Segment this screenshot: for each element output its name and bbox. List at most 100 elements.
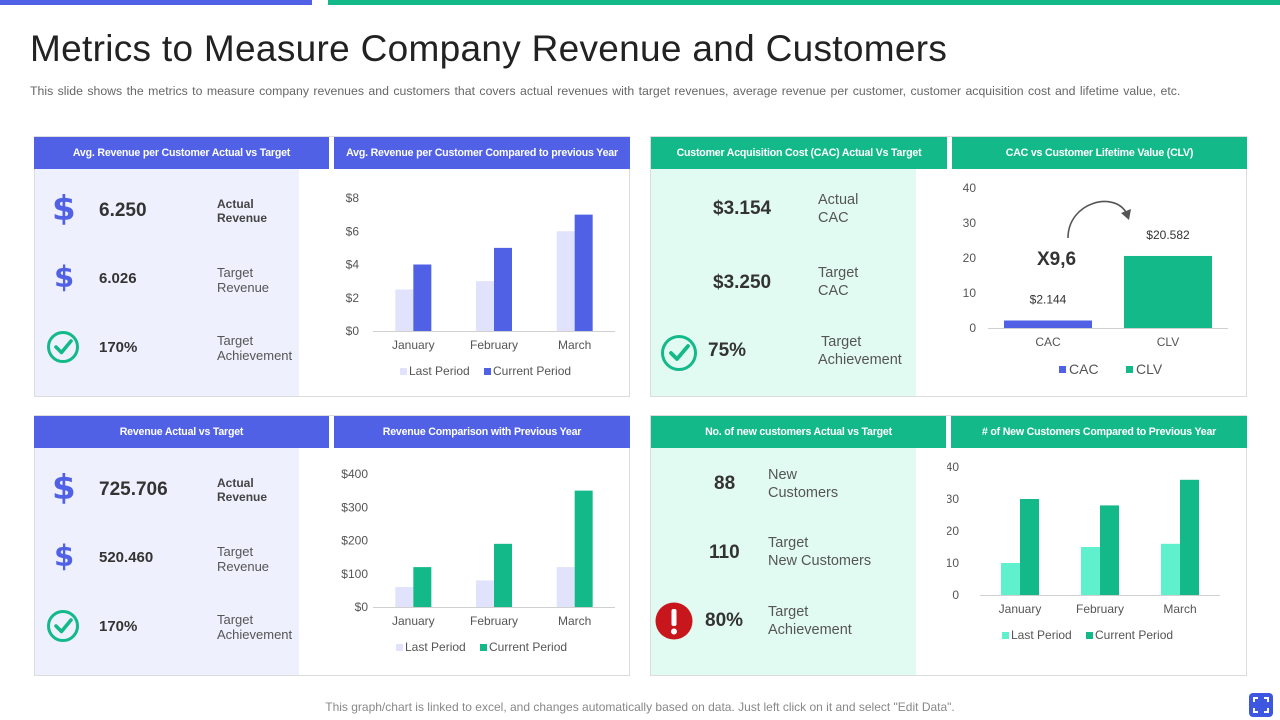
y-tick-label: 30 [963, 216, 977, 230]
bar-last-period [556, 567, 575, 607]
bar-last-period [476, 580, 494, 607]
y-tick-label: 40 [947, 460, 959, 474]
customers-comparison-header: # of New Customers Compared to Previous … [951, 416, 1247, 448]
bar-current-period [1020, 499, 1039, 595]
customers-target-label-2: New Customers [768, 553, 872, 569]
bar-current-period [494, 543, 512, 607]
y-tick-label: $300 [341, 500, 368, 514]
bar-current-period [574, 490, 593, 607]
customers-new-label-1: New [768, 467, 798, 483]
legend-swatch [1059, 366, 1066, 373]
x-tick-label: CAC [1035, 335, 1061, 349]
avg-revenue-actual-label-1: Actual [217, 197, 254, 211]
x-tick-label: January [392, 614, 435, 628]
top-accent-bar-blue [0, 0, 312, 5]
legend-swatch [400, 368, 407, 375]
bar-last-period [1161, 543, 1180, 595]
cac-target-label-1: Target [818, 265, 859, 281]
avg-revenue-target-value: 6.026 [99, 270, 137, 287]
avg-revenue-achievement-label-1: Target [217, 333, 254, 348]
legend-swatch [480, 644, 487, 651]
customers-target-header: No. of new customers Actual vs Target [651, 416, 946, 448]
cac-target-header: Customer Acquisition Cost (CAC) Actual V… [651, 137, 947, 169]
legend-swatch [1002, 632, 1009, 639]
y-tick-label: 10 [947, 556, 959, 570]
check-circle-icon [661, 335, 697, 371]
page-subtitle: This slide shows the metrics to measure … [30, 84, 1181, 98]
legend-swatch [484, 368, 491, 375]
dollar-icon: $ [52, 468, 76, 508]
y-tick-label: 0 [952, 588, 959, 602]
expand-icon [1253, 697, 1269, 713]
revenue-comparison-header: Revenue Comparison with Previous Year [334, 416, 630, 448]
x-tick-label: CLV [1157, 335, 1179, 349]
avg-revenue-bar-chart: $0 $2 $4 $6 $8 January February March Last Perio… [346, 191, 615, 378]
legend-label: Last Period [409, 364, 470, 378]
top-accent-bar-green [328, 0, 1280, 5]
y-tick-label: 20 [947, 524, 959, 538]
check-circle-icon [47, 610, 79, 642]
revenue-target-label-1: Target [217, 544, 254, 559]
bar-last-period [395, 289, 414, 331]
bar-current-period [1100, 505, 1119, 595]
revenue-target-header: Revenue Actual vs Target [34, 416, 329, 448]
y-tick-label: 20 [963, 251, 977, 265]
x-tick-label: March [1163, 602, 1196, 616]
avg-revenue-target-header: Avg. Revenue per Customer Actual vs Targ… [34, 137, 329, 169]
customers-kpi-box [651, 448, 916, 675]
avg-revenue-actual-value: 6.250 [99, 200, 147, 221]
customers-achievement-label-2: Achievement [768, 622, 852, 638]
bar-last-period [1081, 547, 1100, 595]
cac-multiplier-label: X9,6 [1037, 249, 1077, 270]
legend-label: Last Period [405, 640, 466, 654]
revenue-achievement-label-1: Target [217, 612, 254, 627]
y-tick-label: $0 [355, 600, 369, 614]
customers-achievement-label-1: Target [768, 604, 809, 620]
new-customers-bar-chart: 0 10 20 30 40 January February March Last Period… [947, 460, 1220, 642]
revenue-actual-label-2: Revenue [217, 490, 268, 504]
bar-current-period [413, 567, 432, 607]
bar-clv [1124, 255, 1212, 328]
y-tick-label: 10 [963, 286, 977, 300]
customers-new-label-2: Customers [768, 485, 839, 501]
page-title: Metrics to Measure Company Revenue and C… [30, 28, 948, 69]
y-tick-label: $8 [346, 191, 360, 205]
legend-label: CLV [1136, 361, 1163, 377]
customers-target-value: 110 [709, 542, 740, 563]
legend-label: Current Period [1095, 628, 1173, 642]
y-tick-label: $2 [346, 291, 360, 305]
bar-current-period [1180, 479, 1199, 595]
x-tick-label: February [1076, 602, 1124, 616]
cac-target-value: $3.250 [713, 272, 772, 293]
revenue-achievement-value: 170% [99, 618, 138, 635]
bar-cac [1004, 320, 1092, 328]
avg-revenue-achievement-value: 170% [99, 339, 138, 356]
y-tick-label: $0 [346, 324, 360, 338]
bar-last-period [1001, 563, 1020, 595]
bar-last-period [476, 281, 494, 331]
customers-target-label-1: Target [768, 535, 809, 551]
bar-last-period [395, 587, 414, 607]
legend-label: Last Period [1011, 628, 1072, 642]
cac-actual-label-1: Actual [818, 192, 859, 208]
y-tick-label: $6 [346, 224, 360, 238]
data-label: $20.582 [1146, 228, 1190, 242]
y-tick-label: 30 [947, 492, 959, 506]
x-tick-label: March [558, 338, 591, 352]
x-tick-label: February [470, 614, 518, 628]
avg-revenue-comparison-header: Avg. Revenue per Customer Compared to pr… [334, 137, 630, 169]
y-tick-label: 0 [969, 321, 976, 335]
data-label: $2.144 [1030, 292, 1067, 306]
bar-current-period [574, 214, 593, 331]
x-tick-label: February [470, 338, 518, 352]
legend-label: Current Period [493, 364, 571, 378]
bar-current-period [413, 264, 432, 331]
avg-revenue-target-label-1: Target [217, 265, 254, 280]
alert-icon [655, 602, 693, 640]
customers-achievement-value: 80% [705, 610, 744, 631]
check-circle-icon [47, 331, 79, 363]
y-tick-label: $4 [346, 258, 360, 272]
fullscreen-button[interactable] [1249, 693, 1273, 717]
customers-new-value: 88 [714, 473, 736, 494]
revenue-actual-label-1: Actual [217, 476, 254, 490]
